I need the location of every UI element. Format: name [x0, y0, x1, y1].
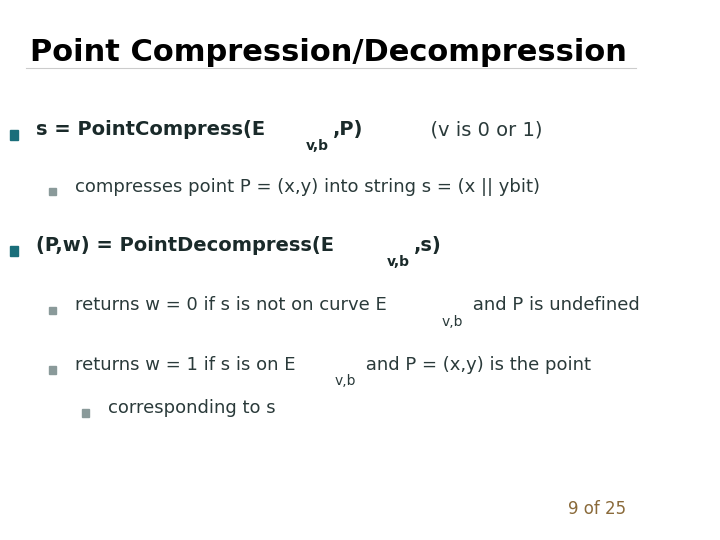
- FancyBboxPatch shape: [10, 130, 19, 140]
- Text: v,b: v,b: [305, 139, 328, 153]
- Text: ,s): ,s): [413, 236, 441, 255]
- Text: returns w = 0 if s is not on curve E: returns w = 0 if s is not on curve E: [76, 296, 387, 314]
- Text: and P is undefined: and P is undefined: [467, 296, 640, 314]
- Text: (v is 0 or 1): (v is 0 or 1): [368, 120, 543, 139]
- Text: ,P): ,P): [333, 120, 363, 139]
- Text: 9 of 25: 9 of 25: [568, 501, 626, 518]
- FancyBboxPatch shape: [10, 246, 19, 256]
- FancyBboxPatch shape: [82, 409, 89, 417]
- Text: returns w = 1 if s is on E: returns w = 1 if s is on E: [76, 356, 296, 374]
- Text: v,b: v,b: [335, 374, 356, 388]
- Text: Point Compression/Decompression: Point Compression/Decompression: [30, 38, 626, 67]
- Text: and P = (x,y) is the point: and P = (x,y) is the point: [360, 356, 591, 374]
- Text: (P,w) = PointDecompress(E: (P,w) = PointDecompress(E: [36, 236, 334, 255]
- Text: v,b: v,b: [387, 255, 410, 269]
- FancyBboxPatch shape: [49, 307, 55, 314]
- Text: corresponding to s: corresponding to s: [108, 399, 276, 417]
- FancyBboxPatch shape: [49, 366, 55, 374]
- Text: s = PointCompress(E: s = PointCompress(E: [36, 120, 265, 139]
- Text: compresses point P = (x,y) into string s = (x || ybit): compresses point P = (x,y) into string s…: [76, 178, 541, 195]
- Text: v,b: v,b: [442, 315, 464, 329]
- FancyBboxPatch shape: [49, 188, 55, 195]
